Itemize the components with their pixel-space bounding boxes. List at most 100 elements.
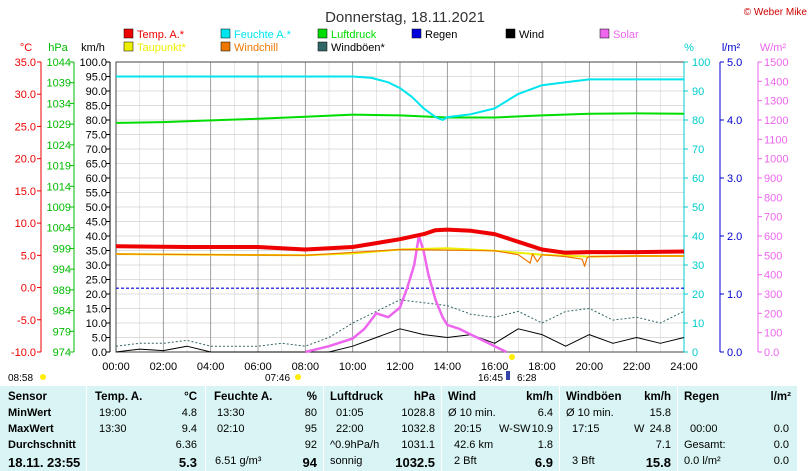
series-line-feuchte-a [116, 75, 684, 121]
temp-tick-label: 30.0 [15, 89, 36, 101]
solar-tick-label: 1100 [764, 134, 788, 146]
wind-tick-label: 40.0 [86, 231, 107, 243]
forecast-text: sonnig [330, 455, 363, 467]
pressure-tick-label: 1004 [47, 223, 71, 235]
pressure-tick-label: 984 [53, 306, 71, 318]
avg-label: Durchschnitt [8, 439, 76, 451]
gust-max-value: 24.8 [649, 423, 671, 435]
gust-beaufort: 3 Bft [572, 455, 595, 467]
daylight-start-label: 08:58 [8, 373, 33, 384]
x-axis-ticks: 00:00 02:00 04:00 06:00 08:00 10:00 12:00 14:00… [102, 361, 698, 373]
pressure-avg-value: 1031.1 [401, 439, 435, 451]
solar-tick-label: 1200 [764, 115, 788, 127]
humidity-avg-value: 92 [304, 439, 317, 451]
legend-swatch-taupunkt [123, 41, 134, 52]
rain-today-label: 0.0 l/m² [684, 455, 721, 467]
col-pressure: Luftdruck hPa 01:05 1028.8 22:00 1032.8 … [324, 386, 442, 471]
solar-tick-label: 1400 [764, 76, 788, 88]
temp-min-value: 4.8 [181, 407, 197, 419]
wind-avg10-value: 6.4 [537, 407, 553, 419]
wind-tick-label: 100.0 [79, 57, 107, 69]
wind-max-direction: W-SW [499, 423, 531, 435]
gust-max-direction: W [634, 423, 645, 435]
rain-total-value: 0.0 [773, 439, 789, 451]
humidity-tick-label: 20 [692, 289, 704, 301]
x-tick-label: 16:00 [481, 361, 509, 373]
x-tick-label: 12:00 [386, 361, 414, 373]
series-line-temp-a [115, 227, 685, 255]
x-tick-label: 08:00 [292, 361, 320, 373]
pressure-tick-label: 1029 [47, 119, 71, 131]
wind-beaufort: 2 Bft [454, 455, 477, 467]
rain-max-time: 00:00 [690, 423, 718, 435]
pressure-tick-label: 979 [53, 326, 71, 338]
humidity-unit: % [306, 391, 317, 403]
pressure-tick-label: 989 [53, 285, 71, 297]
wind-tick-label: 75.0 [86, 130, 107, 142]
temp-max-value: 9.4 [181, 423, 197, 435]
solar-axis-unit: W/m² [760, 42, 787, 54]
max-label: MaxWert [8, 423, 54, 435]
pressure-header: Luftdruck [330, 391, 384, 403]
legend: Temp. A.* Feuchte A.* Luftdruck Regen Wind So… [123, 28, 639, 54]
wind-tick-label: 55.0 [86, 188, 107, 200]
legend-label-temp-a: Temp. A.* [137, 29, 185, 41]
col-gust: Windböen km/h Ø 10 min. 15.8 17:15 W 24.… [560, 386, 678, 471]
temp-tick-label: -10.0 [11, 347, 36, 359]
rain-tick-label: 5.0 [727, 57, 742, 69]
x-tick-label: 24:00 [670, 361, 698, 373]
x-tick-label: 18:00 [528, 361, 556, 373]
rain-tick-label: 0.0 [727, 347, 742, 359]
wind-tick-label: 15.0 [86, 304, 107, 316]
x-tick-label: 06:00 [244, 361, 272, 373]
pressure-min-time: 01:05 [336, 407, 364, 419]
pressure-trend: ^0.9hPa/h [330, 439, 380, 451]
gust-unit: km/h [644, 391, 671, 403]
wind-max-value: 10.9 [531, 423, 553, 435]
humidity-max-time: 02:10 [217, 423, 245, 435]
humidity-max-value: 95 [304, 423, 317, 435]
rain-tick-label: 4.0 [727, 115, 742, 127]
solar-tick-label: 500 [764, 250, 782, 262]
humidity-current-value: 94 [302, 455, 317, 470]
legend-label-windb-en: Windböen* [331, 42, 386, 54]
humidity-tick-label: 30 [692, 260, 704, 272]
legend-label-feuchte-a: Feuchte A.* [234, 29, 292, 41]
pressure-tick-label: 1044 [47, 57, 71, 69]
wind-tick-label: 25.0 [86, 275, 107, 287]
solar-tick-label: 900 [764, 173, 782, 185]
pressure-max-value: 1032.8 [401, 423, 435, 435]
pressure-tick-label: 1019 [47, 161, 71, 173]
rain-header: Regen [684, 391, 720, 403]
wind-tick-label: 35.0 [86, 246, 107, 258]
temp-tick-label: 20.0 [15, 154, 36, 166]
x-tick-label: 22:00 [623, 361, 651, 373]
x-tick-label: 20:00 [576, 361, 604, 373]
temp-tick-label: 10.0 [15, 218, 36, 230]
series-line-luftdruck [115, 112, 685, 124]
col-temp: Temp. A. °C 19:00 4.8 13:30 9.4 6.36 5.3 [87, 386, 206, 471]
solar-tick-label: 700 [764, 212, 782, 224]
solar-tick-label: 300 [764, 289, 782, 301]
gust-max-time: 17:15 [572, 423, 600, 435]
legend-label-solar: Solar [613, 29, 639, 41]
wind-tick-label: 5.0 [92, 333, 107, 345]
min-label: MinWert [8, 407, 52, 419]
humidity-axis-unit: % [684, 42, 694, 54]
pressure-tick-label: 1039 [47, 78, 71, 90]
gust-current-value: 15.8 [645, 455, 671, 470]
legend-swatch-luftdruck [317, 28, 328, 39]
rain-max-value: 0.0 [773, 423, 789, 435]
solar-tick-label: 0.0 [764, 347, 779, 359]
pressure-axis-unit: hPa [48, 42, 68, 54]
humidity-tick-label: 50 [692, 202, 704, 214]
legend-label-taupunkt: Taupunkt* [137, 42, 187, 54]
sensor-header: Sensor [8, 391, 47, 403]
humidity-tick-label: 10 [692, 318, 704, 330]
legend-swatch-wind [505, 28, 516, 39]
abs-humidity-value: 6.51 g/m³ [215, 455, 262, 467]
solar-tick-label: 200 [764, 308, 782, 320]
wind-tick-label: 10.0 [86, 318, 107, 330]
rain-axis-unit: l/m² [722, 42, 741, 54]
pressure-min-value: 1028.8 [401, 407, 435, 419]
